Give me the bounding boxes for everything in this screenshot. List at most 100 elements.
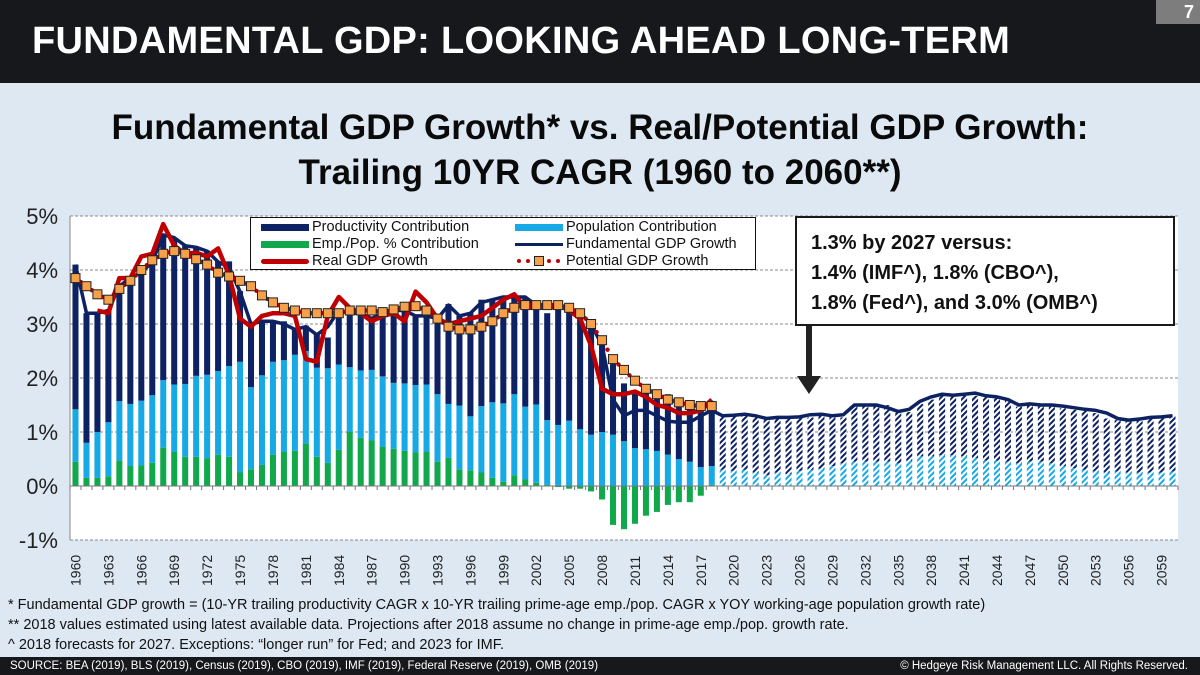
bar-population [1015,463,1022,486]
bar-emp-pop [599,486,606,500]
x-tick-label: 1960 [67,555,83,586]
footnote-3: ^ 2018 forecasts for 2027. Exceptions: “… [8,637,505,653]
bar-emp-pop [697,486,704,496]
bar-emp-pop [357,437,364,486]
bar-population [533,404,540,483]
x-tick-label: 2011 [627,556,643,586]
bar-population [851,461,858,486]
bar-productivity [489,299,496,403]
bar-population [313,367,320,457]
bar-emp-pop [116,460,123,486]
bar-population [478,406,485,473]
bar-population [774,472,781,486]
bar-population [588,434,595,486]
x-tick-label: 1966 [133,555,149,586]
potential-marker [608,354,619,365]
bar-productivity [193,247,200,376]
bar-population [1048,463,1055,486]
potential-marker [377,307,388,318]
potential-marker [695,401,706,412]
potential-marker [180,248,191,259]
bar-population [840,463,847,486]
bar-emp-pop [500,481,507,486]
bar-productivity [796,415,803,471]
bar-population [993,460,1001,486]
bar-population [83,442,90,478]
bar-population [182,383,189,457]
bar-productivity [763,417,770,476]
bar-emp-pop [302,443,309,486]
bar-population [983,460,990,486]
bar-population [906,460,913,486]
potential-marker [202,259,213,270]
bar-productivity [829,415,836,467]
bar-productivity [1147,417,1154,473]
bar-productivity [1059,408,1066,467]
bar-population [379,376,386,447]
potential-marker [300,308,311,319]
potential-marker [256,290,267,301]
bar-population [160,380,167,448]
bar-productivity [434,318,441,395]
bar-population [1147,472,1154,486]
bar-population [412,385,419,453]
potential-marker [454,324,465,335]
bar-emp-pop [423,451,430,486]
potential-marker [662,394,673,405]
potential-marker [673,397,684,408]
bar-productivity [171,237,178,385]
bar-emp-pop [686,486,693,503]
bar-emp-pop [324,462,331,486]
legend-swatch-population [515,223,563,231]
bar-productivity [94,313,101,432]
bar-population [280,360,287,452]
bar-emp-pop [138,465,145,486]
bar-population [862,461,869,486]
bar-population [599,432,606,486]
bar-population [796,470,803,486]
chart-title-line2: Trailing 10YR CAGR (1960 to 2060**) [298,153,902,192]
bar-productivity [708,409,715,467]
bar-population [1169,471,1176,486]
bar-productivity [379,313,386,377]
bar-productivity [653,390,660,451]
bar-population [818,468,825,486]
bar-emp-pop [346,432,353,486]
bar-population [1125,472,1132,486]
bar-productivity [72,264,79,410]
bar-productivity [851,406,858,462]
bar-population [346,367,353,432]
x-tick-label: 1963 [100,555,116,586]
bar-population [1037,461,1044,486]
bar-productivity [511,295,518,395]
bar-emp-pop [588,486,595,492]
x-tick-label: 1996 [462,555,478,586]
bar-productivity [1037,406,1044,462]
bar-productivity [1070,409,1077,469]
bar-population [884,461,891,486]
bar-population [467,416,474,471]
bar-population [730,470,737,486]
legend-real: Real GDP Growth [261,253,428,269]
potential-marker [640,383,651,394]
bar-population [1070,468,1077,486]
x-tick-label: 2038 [923,555,939,586]
bar-emp-pop [193,456,200,486]
potential-marker [619,364,629,375]
potential-marker [476,321,487,332]
chart-legend: Productivity Contribution Population Con… [250,217,756,270]
bar-emp-pop [412,452,419,486]
potential-dot [605,347,610,352]
legend-label: Emp./Pop. % Contribution [312,236,479,252]
bar-population [697,467,704,486]
source-text: SOURCE: BEA (2019), BLS (2019), Census (… [10,660,599,672]
bar-population [675,459,682,486]
bar-population [149,395,156,463]
bar-emp-pop [94,477,101,486]
bar-productivity [807,417,814,470]
bar-emp-pop [226,456,233,486]
bar-population [445,403,452,458]
x-tick-label: 2053 [1088,555,1104,586]
potential-marker [125,275,136,286]
bar-emp-pop [149,462,156,486]
